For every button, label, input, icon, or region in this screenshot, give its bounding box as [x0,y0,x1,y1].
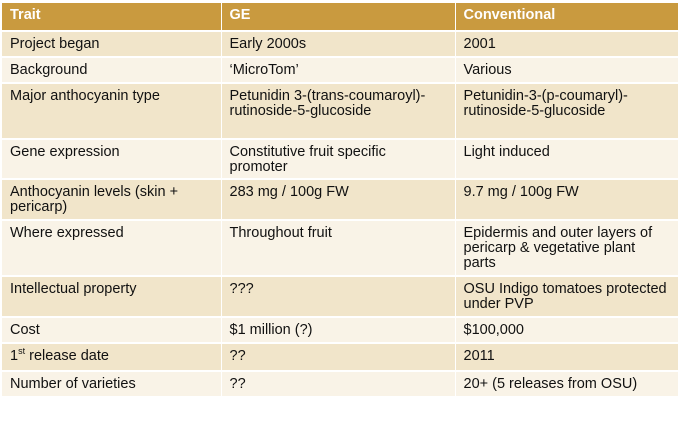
ge-cell: ??? [221,276,456,318]
conventional-cell: 20+ (5 releases from OSU) [455,371,678,398]
table-row: Major anthocyanin type Petunidin 3-(tran… [2,83,678,140]
trait-prefix: 1 [10,348,19,364]
table-row: Cost $1 million (?) $100,000 [2,317,678,344]
trait-cell: Project began [2,31,222,58]
table-header-row: Trait GE Conventional [2,3,678,32]
trait-superscript: st [18,346,26,357]
table-row: 1st release date ?? 2011 [2,343,678,372]
comparison-table: Trait GE Conventional Project began Earl… [2,3,678,398]
conventional-cell: $100,000 [455,317,678,344]
conventional-cell: Epidermis and outer layers of pericarp &… [455,220,678,277]
table-row: Number of varieties ?? 20+ (5 releases f… [2,371,678,398]
conventional-cell: Various [455,57,678,84]
trait-cell: Where expressed [2,220,222,277]
ge-cell: Early 2000s [221,31,456,58]
conventional-cell: 9.7 mg / 100g FW [455,179,678,221]
header-conventional: Conventional [455,3,678,32]
conventional-cell: 2011 [455,343,678,372]
header-ge: GE [221,3,456,32]
trait-cell: 1st release date [2,343,222,372]
ge-cell: Constitutive fruit specific promoter [221,139,456,180]
trait-cell: Number of varieties [2,371,222,398]
table-row: Where expressed Throughout fruit Epiderm… [2,220,678,277]
conventional-cell: 2001 [455,31,678,58]
trait-cell: Intellectual property [2,276,222,318]
table-row: Anthocyanin levels (skin + pericarp) 283… [2,179,678,221]
ge-cell: 283 mg / 100g FW [221,179,456,221]
trait-cell: Gene expression [2,139,222,180]
trait-cell: Anthocyanin levels (skin + pericarp) [2,179,222,221]
ge-cell: ?? [221,343,456,372]
trait-cell: Cost [2,317,222,344]
ge-cell: $1 million (?) [221,317,456,344]
ge-cell: Throughout fruit [221,220,456,277]
trait-cell: Background [2,57,222,84]
header-trait: Trait [2,3,222,32]
trait-text: release date [25,348,109,364]
conventional-cell: Petunidin-3-(p-coumaryl)-rutinoside-5-gl… [455,83,678,140]
table-row: Project began Early 2000s 2001 [2,31,678,58]
ge-cell: ‘MicroTom’ [221,57,456,84]
conventional-cell: Light induced [455,139,678,180]
table-row: Gene expression Constitutive fruit speci… [2,139,678,180]
ge-cell: Petunidin 3-(trans-coumaroyl)-rutinoside… [221,83,456,140]
ge-cell: ?? [221,371,456,398]
table-row: Background ‘MicroTom’ Various [2,57,678,84]
table-row: Intellectual property ??? OSU Indigo tom… [2,276,678,318]
conventional-cell: OSU Indigo tomatoes protected under PVP [455,276,678,318]
trait-cell: Major anthocyanin type [2,83,222,140]
